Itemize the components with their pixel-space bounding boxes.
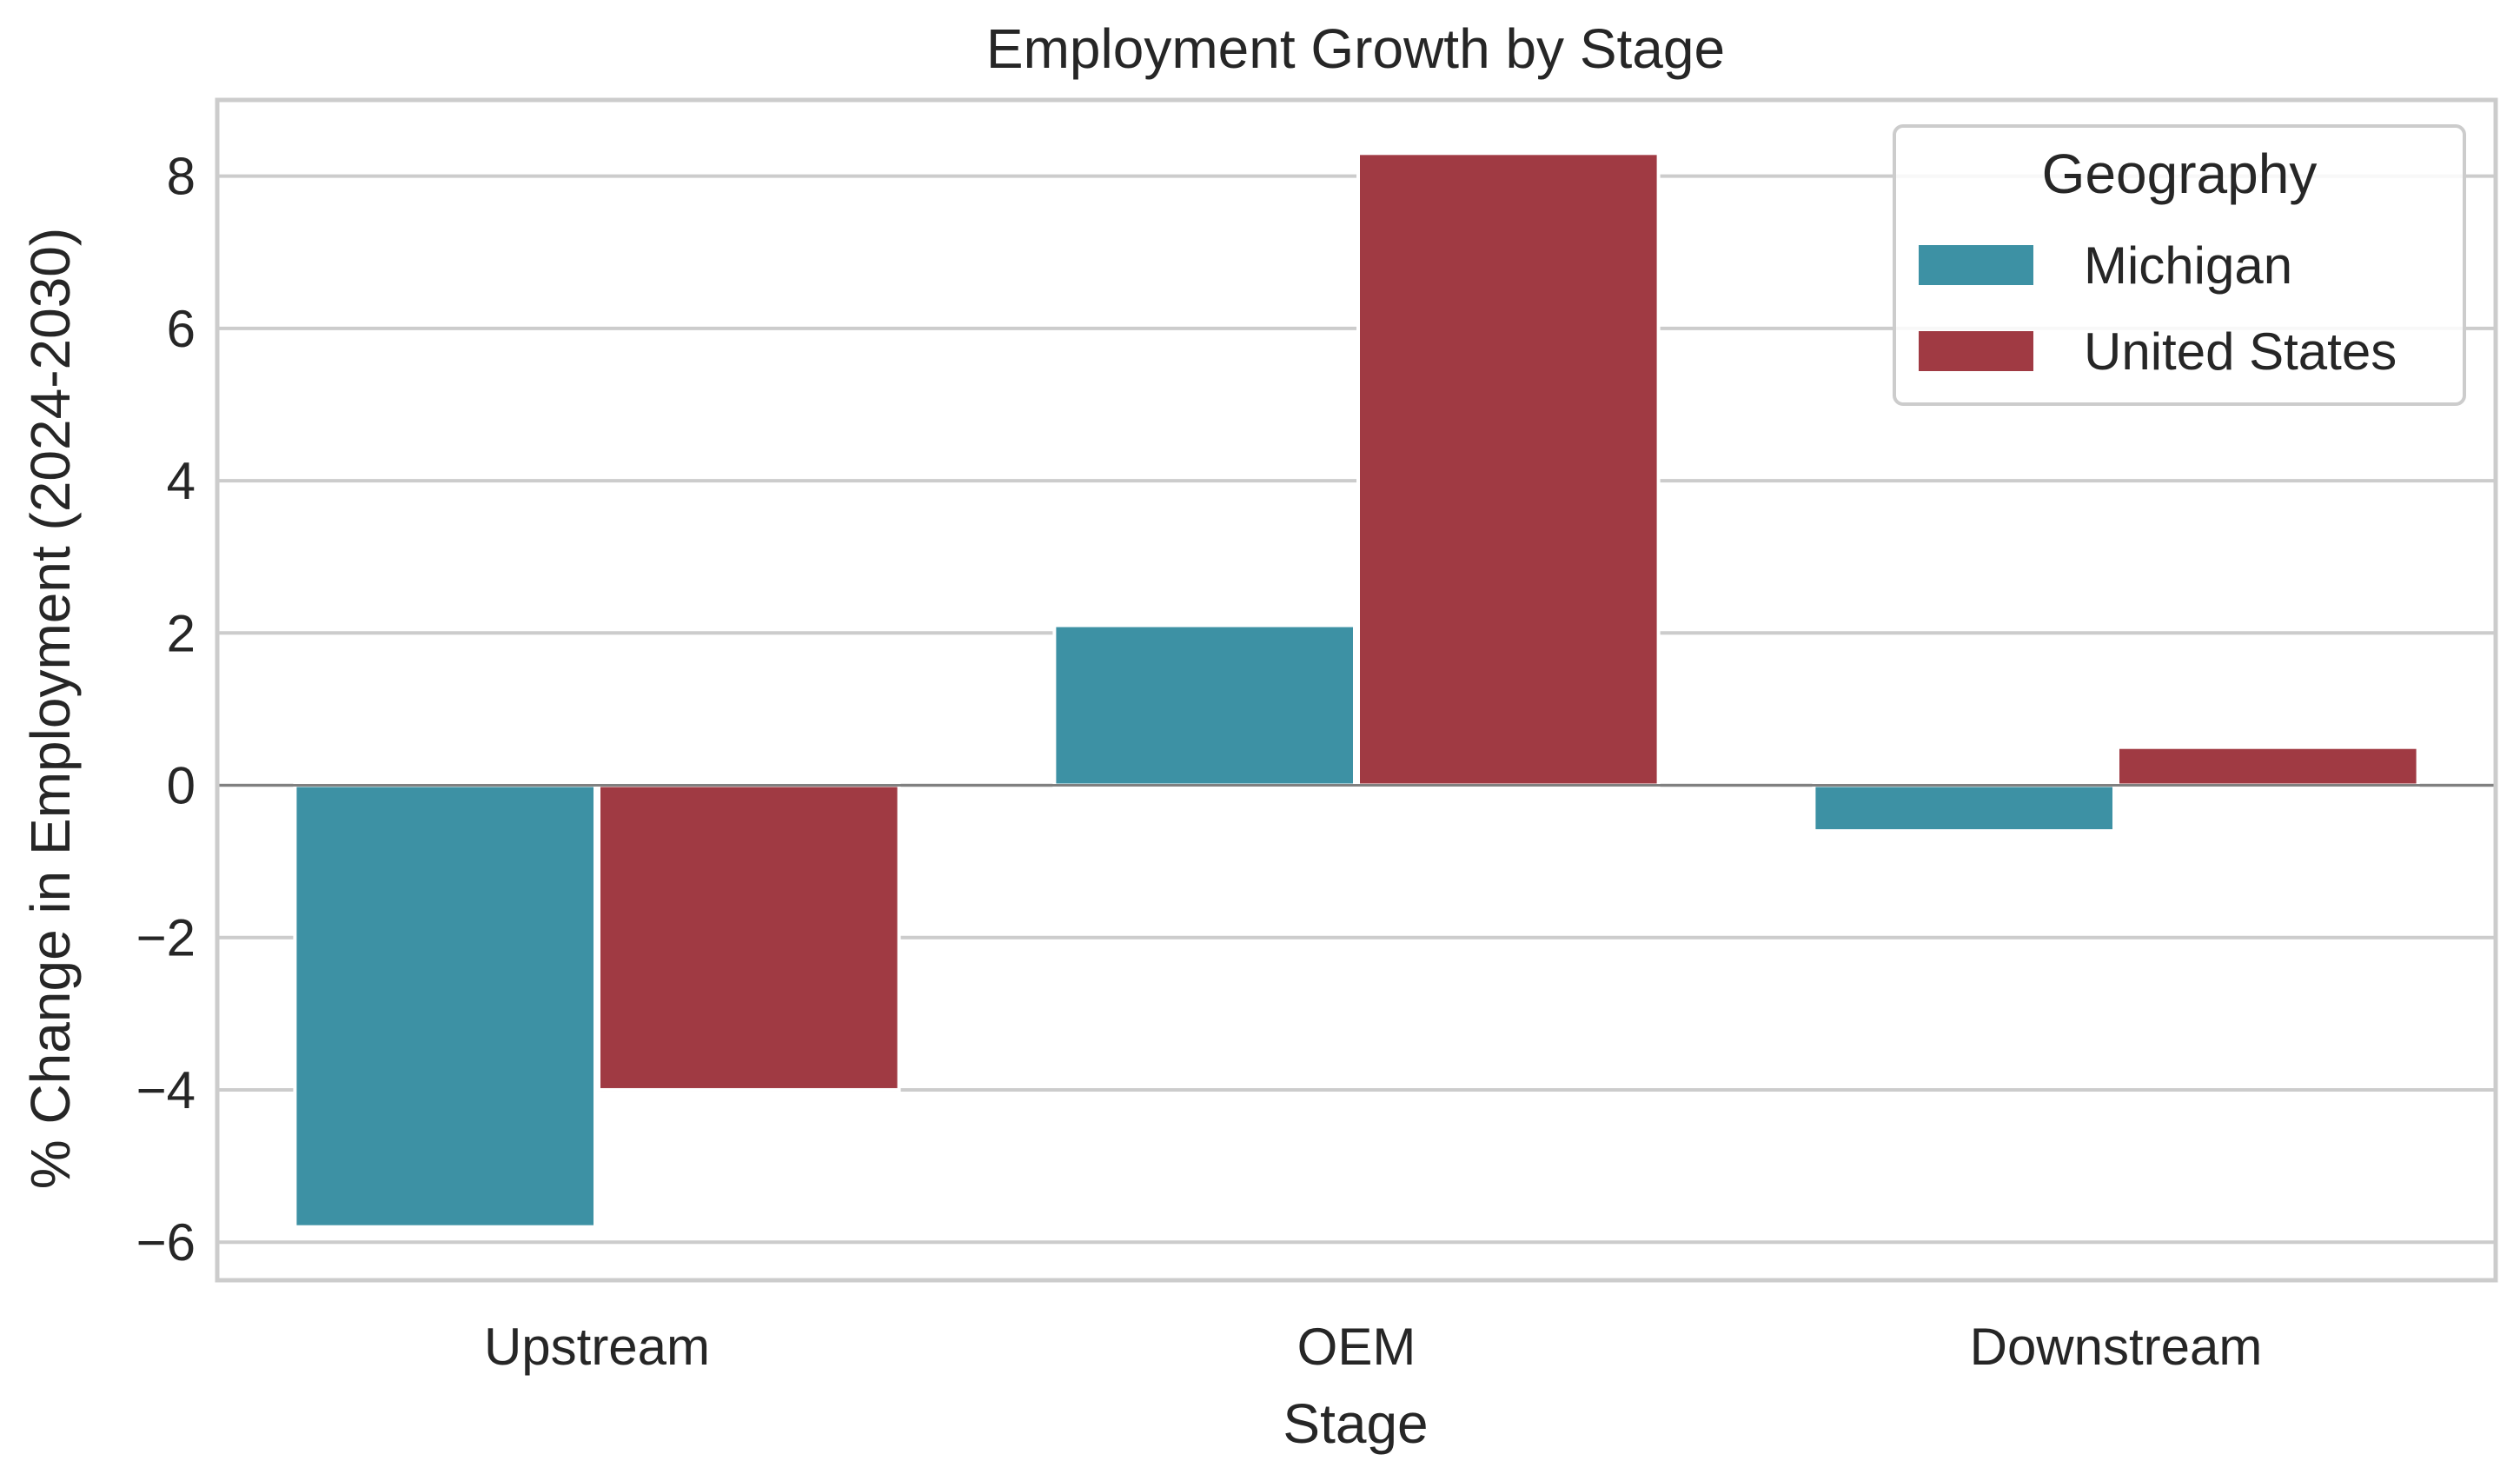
bar-oem-united-states <box>1356 151 1661 787</box>
y-tick-labels: −6 −4 −2 0 2 4 6 8 <box>136 148 196 1272</box>
legend-label-united-states: United States <box>2084 322 2397 381</box>
legend-swatch-michigan <box>1919 245 2033 285</box>
y-tick-label: −2 <box>136 909 196 967</box>
y-tick-label: 2 <box>167 604 196 662</box>
y-tick-label: 6 <box>167 300 196 358</box>
bar-upstream-united-states <box>597 783 901 1092</box>
x-axis-label: Stage <box>1283 1392 1428 1455</box>
y-tick-label: 4 <box>167 452 196 510</box>
bar-downstream-michigan <box>1812 783 2116 833</box>
x-tick-label: OEM <box>1297 1318 1416 1376</box>
plot-frame <box>215 97 2498 1283</box>
chart-title: Employment Growth by Stage <box>986 17 1725 80</box>
y-tick-label: −4 <box>136 1061 196 1119</box>
bar-oem-michigan <box>1052 623 1357 787</box>
legend: Geography Michigan United States <box>1893 124 2466 406</box>
x-tick-label: Downstream <box>1970 1318 2263 1376</box>
y-axis-label: % Change in Employment (2024-2030) <box>19 228 82 1189</box>
bar-downstream-united-states <box>2116 745 2420 787</box>
y-tick-label: 0 <box>167 757 196 815</box>
y-tick-label: 8 <box>167 148 196 206</box>
x-tick-label: Upstream <box>484 1318 710 1376</box>
x-tick-labels: Upstream OEM Downstream <box>484 1318 2262 1376</box>
legend-title: Geography <box>2042 143 2318 205</box>
y-tick-label: −6 <box>136 1213 196 1272</box>
legend-label-michigan: Michigan <box>2084 236 2292 295</box>
legend-frame <box>1893 124 2466 406</box>
bar-upstream-michigan <box>293 783 597 1229</box>
legend-swatch-united-states <box>1919 331 2033 371</box>
bars <box>293 151 2420 1229</box>
